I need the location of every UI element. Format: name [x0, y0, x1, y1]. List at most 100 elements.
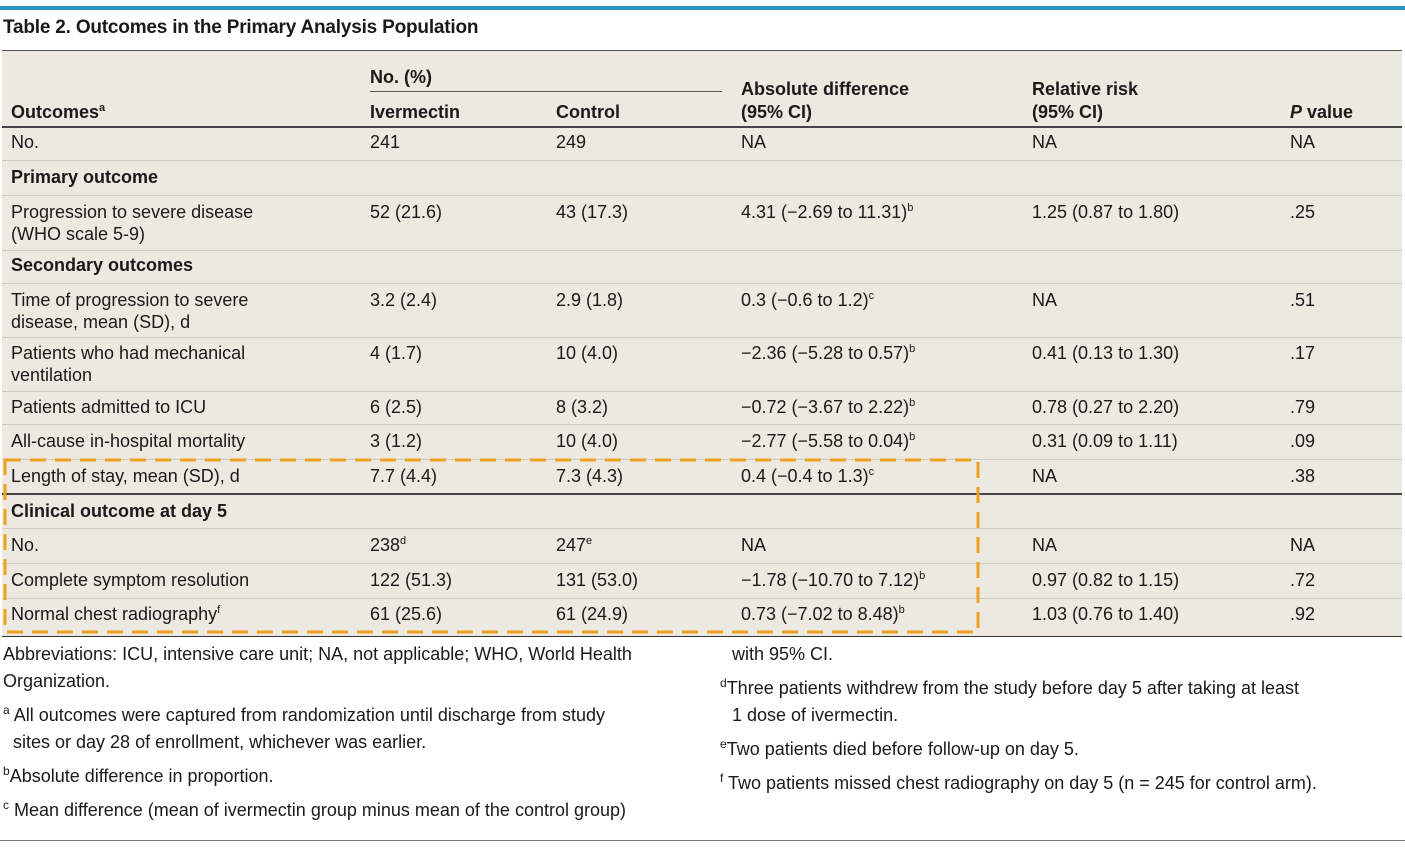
row-icu-label: Patients admitted to ICU: [11, 397, 207, 417]
row-icu-rr: 0.78 (0.27 to 2.20): [1032, 397, 1180, 417]
row-time-prog-p: .51: [1290, 290, 1316, 310]
row-progression-label1: Progression to severe disease: [11, 202, 254, 222]
row-no-iv: 241: [370, 132, 401, 152]
row-los-rr: NA: [1032, 466, 1058, 486]
row-los-iv: 7.7 (4.4): [370, 466, 438, 486]
row-divider: [2, 160, 1402, 161]
header-abs-diff-line1: Absolute difference: [741, 79, 910, 99]
row-day5-no-ad: NA: [741, 535, 767, 555]
row-divider: [2, 250, 1402, 251]
section-primary-outcome: Primary outcome: [11, 167, 159, 187]
table-panel: [2, 50, 1402, 637]
row-divider: [2, 283, 1402, 284]
row-no-label: No.: [11, 132, 40, 152]
row-day5-no-ctrl: 247e: [556, 535, 593, 555]
row-day5-no-iv: 238d: [370, 535, 407, 555]
bottom-rule: [0, 840, 1405, 841]
section-secondary-outcomes: Secondary outcomes: [11, 255, 194, 275]
row-mech-vent-label2: ventilation: [11, 365, 93, 385]
header-group-rule: [370, 91, 722, 92]
footnote-a-line1: a All outcomes were captured from random…: [3, 703, 605, 725]
table-title: Table 2. Outcomes in the Primary Analysi…: [3, 17, 479, 38]
header-rr-line2: (95% CI): [1032, 102, 1104, 122]
row-mortality-rr: 0.31 (0.09 to 1.11): [1032, 431, 1178, 451]
row-symptom-p: .72: [1290, 570, 1316, 590]
row-los-p: .38: [1290, 466, 1316, 486]
row-time-prog-rr: NA: [1032, 290, 1058, 310]
row-mortality-p: .09: [1290, 431, 1316, 451]
row-radiography-label: Normal chest radiographyf: [11, 604, 221, 624]
row-no-ad: NA: [741, 132, 767, 152]
footnote-d-line1: dThree patients withdrew from the study …: [720, 676, 1299, 698]
row-divider: [2, 528, 1402, 529]
row-icu-ad: −0.72 (−3.67 to 2.22)b: [741, 397, 916, 417]
row-los-label: Length of stay, mean (SD), d: [11, 466, 240, 486]
row-progression-ctrl: 43 (17.3): [556, 202, 629, 222]
row-radiography-p: .92: [1290, 604, 1316, 624]
row-progression-iv: 52 (21.6): [370, 202, 443, 222]
footnote-c-line1: c Mean difference (mean of ivermectin gr…: [3, 798, 626, 820]
footnote-e: eTwo patients died before follow-up on d…: [720, 737, 1079, 759]
row-time-prog-label2: disease, mean (SD), d: [11, 312, 191, 332]
row-symptom-iv: 122 (51.3): [370, 570, 453, 590]
row-time-prog-label1: Time of progression to severe: [11, 290, 249, 310]
row-progression-rr: 1.25 (0.87 to 1.80): [1032, 202, 1180, 222]
row-day5-no-label: No.: [11, 535, 40, 555]
row-day5-no-p: NA: [1290, 535, 1316, 555]
row-time-prog-ad: 0.3 (−0.6 to 1.2)c: [741, 290, 875, 310]
row-divider: [2, 598, 1402, 599]
row-symptom-label: Complete symptom resolution: [11, 570, 250, 590]
row-radiography-ctrl: 61 (24.9): [556, 604, 629, 624]
row-divider: [2, 424, 1402, 425]
footnote-b: bAbsolute difference in proportion.: [3, 764, 274, 786]
header-p-value: P value: [1290, 102, 1354, 122]
row-divider: [2, 459, 1402, 460]
header-outcomes: Outcomesa: [11, 102, 106, 122]
row-progression-p: .25: [1290, 202, 1316, 222]
row-divider: [2, 563, 1402, 564]
footnote-d-line2: 1 dose of ivermectin.: [732, 705, 899, 725]
row-mortality-ctrl: 10 (4.0): [556, 431, 619, 451]
row-symptom-ad: −1.78 (−10.70 to 7.12)b: [741, 570, 926, 590]
row-no-rr: NA: [1032, 132, 1058, 152]
row-divider: [2, 195, 1402, 196]
footnote-abbrev-line2: Organization.: [3, 671, 111, 691]
row-los-ctrl: 7.3 (4.3): [556, 466, 624, 486]
row-mech-vent-iv: 4 (1.7): [370, 343, 423, 363]
row-no-p: NA: [1290, 132, 1316, 152]
row-symptom-rr: 0.97 (0.82 to 1.15): [1032, 570, 1180, 590]
row-progression-label2: (WHO scale 5-9): [11, 224, 146, 244]
row-radiography-ad: 0.73 (−7.02 to 8.48)b: [741, 604, 905, 624]
header-control: Control: [556, 102, 620, 122]
footnote-a-line2: sites or day 28 of enrollment, whichever…: [13, 732, 427, 752]
footnote-abbrev-line1: Abbreviations: ICU, intensive care unit;…: [3, 644, 632, 664]
section-rule: [2, 493, 1402, 495]
row-time-prog-ctrl: 2.9 (1.8): [556, 290, 624, 310]
header-ivermectin: Ivermectin: [370, 102, 461, 122]
header-rule: [2, 126, 1402, 128]
row-progression-ad: 4.31 (−2.69 to 11.31)b: [741, 202, 914, 222]
row-icu-ctrl: 8 (3.2): [556, 397, 609, 417]
row-icu-p: .79: [1290, 397, 1316, 417]
row-mortality-iv: 3 (1.2): [370, 431, 423, 451]
row-mortality-label: All-cause in-hospital mortality: [11, 431, 246, 451]
row-mortality-ad: −2.77 (−5.58 to 0.04)b: [741, 431, 916, 451]
row-mech-vent-rr: 0.41 (0.13 to 1.30): [1032, 343, 1180, 363]
header-rr-line1: Relative risk: [1032, 79, 1139, 99]
row-no-ctrl: 249: [556, 132, 587, 152]
row-divider: [2, 391, 1402, 392]
row-radiography-iv: 61 (25.6): [370, 604, 443, 624]
footnote-f: f Two patients missed chest radiography …: [720, 771, 1317, 793]
row-divider: [2, 337, 1402, 338]
row-los-ad: 0.4 (−0.4 to 1.3)c: [741, 466, 875, 486]
footnote-c-line2: with 95% CI.: [732, 644, 834, 664]
top-accent-bar: [0, 6, 1405, 10]
row-mech-vent-p: .17: [1290, 343, 1316, 363]
row-day5-no-rr: NA: [1032, 535, 1058, 555]
header-abs-diff-line2: (95% CI): [741, 102, 813, 122]
section-day5: Clinical outcome at day 5: [11, 501, 228, 521]
row-radiography-rr: 1.03 (0.76 to 1.40): [1032, 604, 1180, 624]
header-no-pct: No. (%): [370, 67, 432, 87]
row-mech-vent-ad: −2.36 (−5.28 to 0.57)b: [741, 343, 916, 363]
